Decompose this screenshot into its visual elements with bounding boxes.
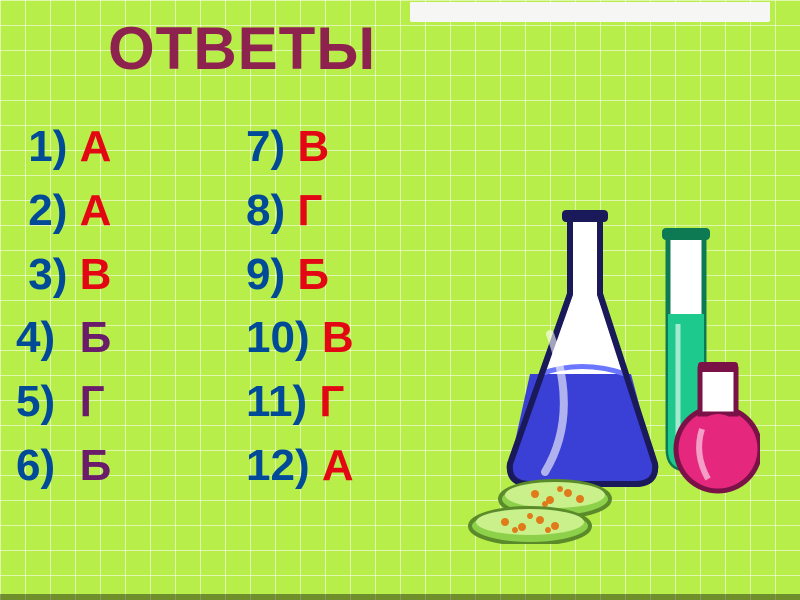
top-white-strip [410,2,770,22]
answer-row: 10) В [246,306,476,370]
answer-row: 5) Г [16,370,246,434]
slide: ОТВЕТЫ 1) А 2) А 3) В 4) Б 5) Г 6) Б 7) … [0,0,800,600]
answers-column-2: 7) В 8) Г 9) Б 10) В 11) Г 12) А [246,115,476,498]
answer-number: 2) [28,186,67,235]
answer-number: 1) [28,122,67,171]
answer-row: 3) В [16,243,246,307]
answer-row: 2) А [16,179,246,243]
flask-large-icon [510,210,655,484]
answer-number: 8) [246,186,285,235]
answers-grid: 1) А 2) А 3) В 4) Б 5) Г 6) Б 7) В 8) Г … [16,115,476,498]
answer-row: 9) Б [246,243,476,307]
answer-letter: А [80,122,112,171]
answer-number: 10) [246,313,310,362]
answer-row: 6) Б [16,434,246,498]
answer-row: 11) Г [246,370,476,434]
petri-dish-bottom-icon [470,508,590,544]
col1-pad-0 [16,122,28,171]
answer-letter: Г [319,377,344,426]
answer-number: 7) [246,122,285,171]
answer-letter: Г [297,186,322,235]
answer-letter: Г [80,377,105,426]
answer-letter: Б [80,441,112,490]
answer-letter: В [297,122,329,171]
answer-letter: В [322,313,354,362]
answer-row: 7) В [246,115,476,179]
answer-number: 6) [16,441,80,490]
answer-number: 12) [246,441,310,490]
col1-pad-1 [16,186,28,235]
answer-letter: В [80,250,112,299]
answer-number: 4) [16,313,80,362]
answer-letter: Б [80,313,112,362]
answer-row: 4) Б [16,306,246,370]
answer-number: 3) [28,250,67,299]
answer-row: 12) А [246,434,476,498]
answers-column-1: 1) А 2) А 3) В 4) Б 5) Г 6) Б [16,115,246,498]
answer-letter: Б [297,250,329,299]
answer-number: 9) [246,250,285,299]
answer-number: 5) [16,377,80,426]
col1-pad-2 [16,250,28,299]
answer-row: 1) А [16,115,246,179]
answer-letter: А [80,186,112,235]
glassware-icon [450,204,760,544]
answer-letter: А [322,441,354,490]
page-title: ОТВЕТЫ [108,14,376,83]
answer-row: 8) Г [246,179,476,243]
answer-number: 11) [246,377,307,426]
